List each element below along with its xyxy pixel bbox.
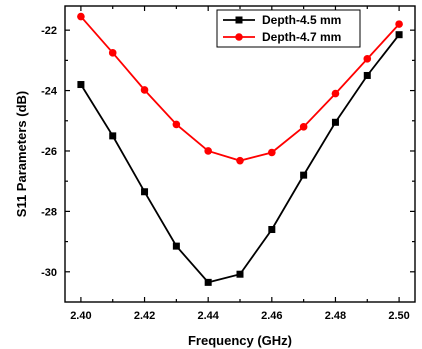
series-1: [77, 31, 403, 286]
data-point: [300, 171, 308, 179]
y-tick-label: -28: [41, 206, 57, 218]
legend-box: [216, 9, 361, 48]
x-tick-label: 2.50: [388, 310, 409, 322]
data-point: [236, 156, 244, 165]
x-tick-label: 2.42: [134, 310, 155, 322]
data-point: [331, 118, 339, 126]
x-tick-label: 2.46: [261, 310, 282, 322]
axes: [64, 5, 416, 303]
tick-labels: 2.40 2.42 2.44 2.46 2.48 2.50 -22 -24 -26 -28 -30: [41, 25, 410, 322]
data-point: [77, 12, 85, 21]
ticks: [65, 6, 415, 302]
data-point: [140, 86, 149, 94]
legend: Depth-4.5 mm Depth-4.7 mm: [216, 9, 361, 48]
x-axis-title: Frequency (GHz): [188, 333, 292, 348]
y-tick-label: -30: [41, 267, 57, 279]
data-point: [299, 123, 308, 131]
legend-square-marker: [235, 16, 243, 24]
legend-circle-marker: [235, 33, 243, 41]
series-layer: [77, 12, 403, 286]
legend-label: Depth-4.5 mm: [262, 13, 341, 27]
y-axis-title: S11 Parameters (dB): [14, 91, 29, 217]
data-point: [108, 49, 117, 57]
data-point: [268, 148, 276, 157]
data-point: [109, 132, 117, 140]
y-tick-label: -26: [41, 146, 57, 158]
data-point: [363, 71, 371, 79]
legend-item: Depth-4.5 mm: [223, 13, 341, 27]
legend-label: Depth-4.7 mm: [262, 30, 341, 44]
data-point: [363, 55, 372, 63]
data-point: [172, 120, 181, 129]
data-point: [141, 188, 149, 196]
legend-item: Depth-4.7 mm: [223, 30, 341, 44]
data-point: [204, 278, 212, 286]
series-2: [77, 12, 403, 165]
data-point: [172, 242, 180, 250]
plot-frame: [64, 5, 416, 303]
data-point: [236, 270, 244, 278]
x-tick-label: 2.44: [197, 310, 219, 322]
x-tick-label: 2.40: [70, 310, 91, 322]
data-point: [331, 89, 340, 98]
y-tick-label: -24: [41, 86, 58, 98]
data-point: [395, 20, 403, 28]
data-point: [268, 226, 276, 234]
y-tick-label: -22: [41, 25, 57, 37]
data-point: [204, 147, 212, 155]
data-point: [395, 31, 403, 39]
x-tick-label: 2.48: [325, 310, 346, 322]
data-point: [77, 81, 85, 89]
